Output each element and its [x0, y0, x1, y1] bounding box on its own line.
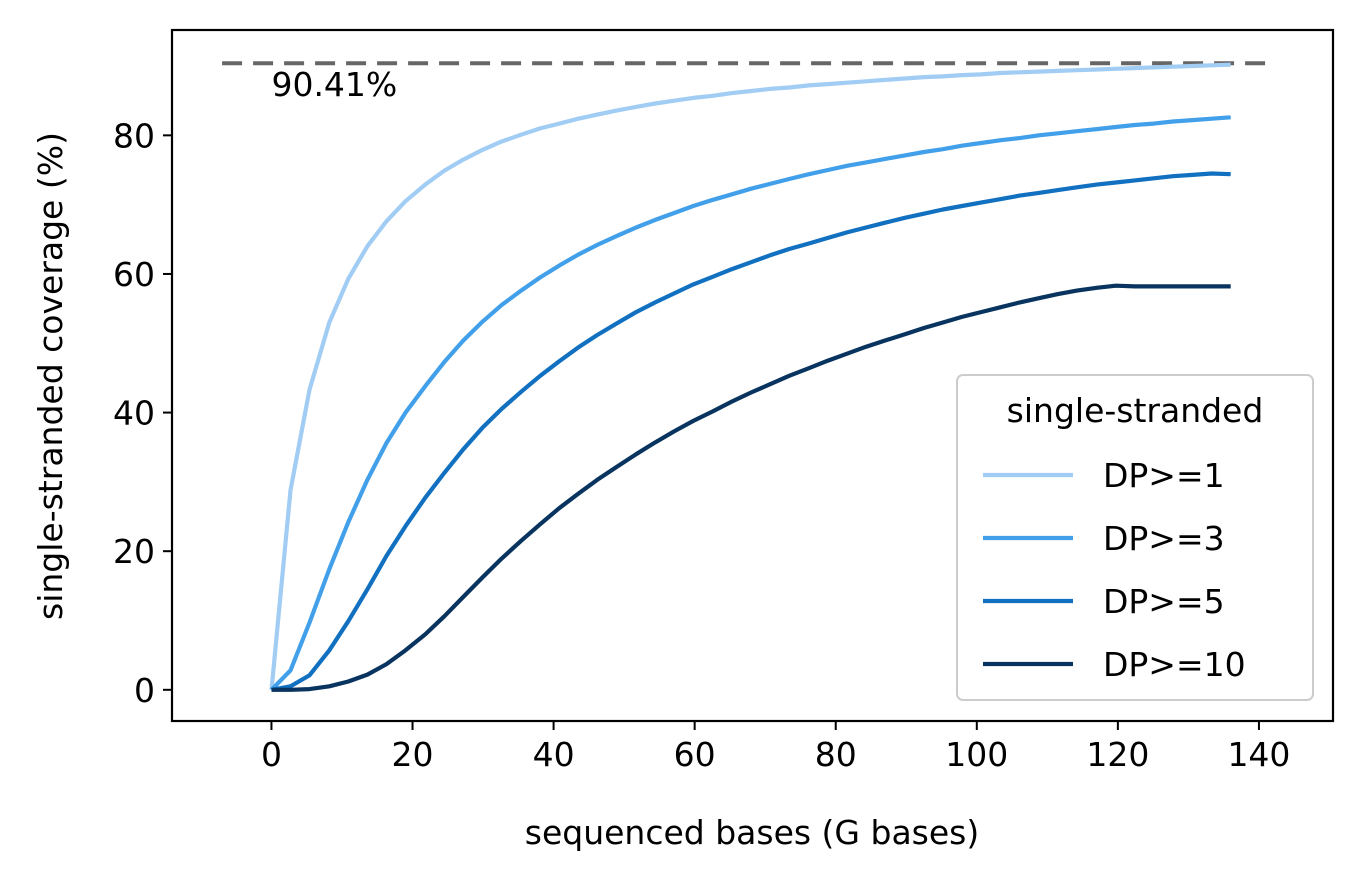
series-line-2	[269, 115, 1231, 692]
y-tick-label: 80	[113, 116, 155, 155]
x-axis-label: sequenced bases (G bases)	[525, 813, 979, 852]
y-axis-label: single-stranded coverage (%)	[31, 132, 70, 620]
series-layer	[269, 62, 1231, 692]
x-tick-label: 40	[533, 735, 575, 774]
legend-title: single-stranded	[1007, 391, 1264, 430]
series-line-3	[271, 171, 1231, 692]
legend-label-2: DP>=3	[1103, 519, 1225, 558]
y-tick-label: 60	[113, 255, 155, 294]
series-line-4	[271, 283, 1231, 692]
legend-label-4: DP>=10	[1103, 645, 1246, 684]
legend-items: DP>=1 DP>=3 DP>=5 DP>=10	[983, 456, 1246, 684]
x-tick-label: 60	[674, 735, 716, 774]
legend-label-3: DP>=5	[1103, 582, 1225, 621]
legend-box	[956, 374, 1314, 701]
series-line-1	[269, 62, 1231, 690]
x-tick-label: 0	[261, 735, 282, 774]
x-tick-label: 20	[392, 735, 434, 774]
legend-label-1: DP>=1	[1103, 456, 1225, 495]
y-tick-label: 20	[113, 532, 155, 571]
x-tick-label: 100	[945, 735, 1008, 774]
x-axis-ticks: 0 20 40 60 80 100 120 140	[261, 721, 1290, 774]
x-tick-label: 120	[1086, 735, 1149, 774]
y-tick-label: 0	[134, 671, 155, 710]
reference-line-label: 90.41%	[271, 65, 397, 104]
y-tick-label: 40	[113, 394, 155, 433]
plot-frame	[170, 28, 1335, 723]
y-axis-ticks: 0 20 40 60 80	[113, 116, 172, 710]
x-tick-label: 80	[815, 735, 857, 774]
x-tick-label: 140	[1227, 735, 1290, 774]
legend: single-stranded DP>=1 DP>=3 DP>=5 DP>=10	[956, 374, 1314, 701]
